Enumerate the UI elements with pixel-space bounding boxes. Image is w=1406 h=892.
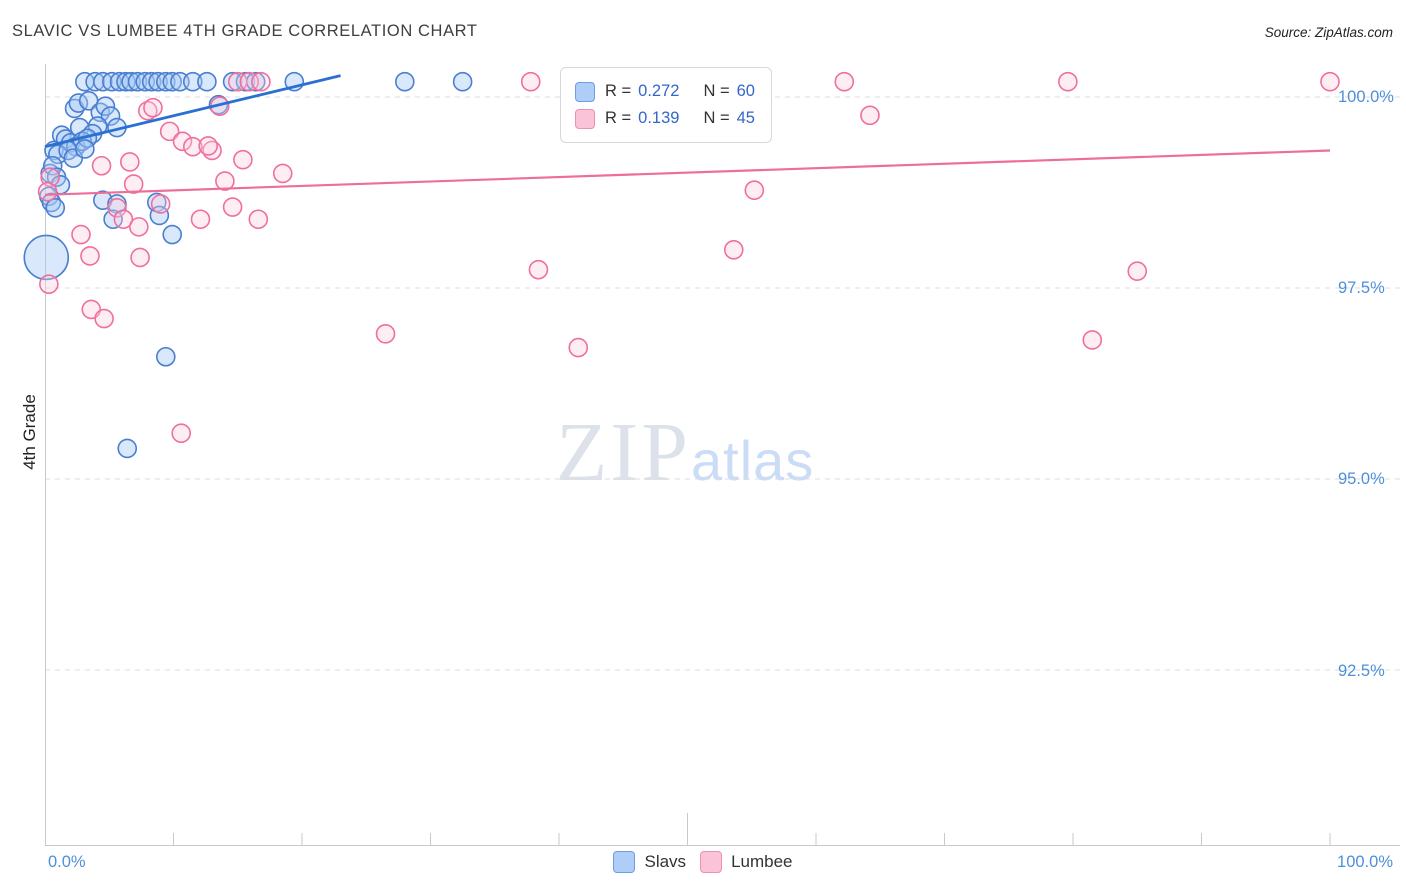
point-lumbee <box>198 136 218 156</box>
watermark-zip-text: ZIP <box>556 406 691 499</box>
lumbee-legend-label: Lumbee <box>731 852 793 871</box>
lumbee-legend-swatch <box>700 851 723 873</box>
watermark-atlas-text: atlas <box>691 429 815 492</box>
point-slavs <box>452 71 473 92</box>
point-lumbee <box>375 324 396 344</box>
point-slavs <box>85 71 105 92</box>
point-lumbee <box>107 197 127 218</box>
lumbee-stats-row: R = 0.139 N = 45 <box>575 105 755 132</box>
point-lumbee <box>80 246 100 266</box>
point-slavs <box>394 71 415 92</box>
point-slavs <box>102 71 122 92</box>
point-lumbee <box>123 174 144 194</box>
y-axis-label: 4th Grade <box>20 394 39 470</box>
point-lumbee <box>159 121 180 142</box>
point-slavs <box>162 71 183 92</box>
point-slavs <box>117 438 138 459</box>
point-slavs <box>162 224 183 245</box>
point-slavs <box>45 197 66 218</box>
slavs-swatch <box>575 81 595 102</box>
point-lumbee <box>1127 261 1148 281</box>
point-lumbee <box>172 131 193 152</box>
point-lumbee <box>37 181 58 202</box>
point-lumbee <box>150 194 171 214</box>
point-lumbee <box>520 71 541 92</box>
point-lumbee <box>1320 71 1340 92</box>
point-slavs <box>103 209 123 230</box>
point-lumbee <box>215 171 235 191</box>
point-lumbee <box>143 97 163 118</box>
point-lumbee <box>39 274 59 294</box>
point-lumbee <box>113 209 134 230</box>
point-slavs <box>155 346 176 367</box>
point-lumbee <box>91 155 112 176</box>
point-slavs <box>148 71 168 92</box>
y-tick-100: 100.0% <box>1338 88 1394 106</box>
point-lumbee <box>1058 71 1078 92</box>
point-lumbee <box>129 217 149 237</box>
point-slavs <box>48 144 68 165</box>
zipatlas-watermark: ZIP atlas <box>556 404 814 501</box>
point-slavs <box>121 71 141 92</box>
point-slavs <box>141 71 162 92</box>
point-slavs <box>127 71 148 92</box>
x-tick-max: 100.0% <box>1337 853 1393 871</box>
point-lumbee <box>568 337 589 358</box>
point-slavs <box>42 155 63 176</box>
point-lumbee <box>272 163 293 184</box>
series-legend: Slavs Lumbee <box>0 851 1406 873</box>
legend-item-slavs: Slavs <box>613 851 686 873</box>
slavs-stats-row: R = 0.272 N = 60 <box>575 78 755 105</box>
point-lumbee <box>182 136 203 157</box>
point-slavs <box>75 139 95 159</box>
lumbee-swatch <box>575 108 595 129</box>
point-lumbee <box>171 423 192 443</box>
point-lumbee <box>528 259 549 280</box>
slavs-stats-text: R = 0.272 N = 60 <box>605 82 755 100</box>
point-lumbee <box>251 71 271 92</box>
point-slavs <box>182 71 203 92</box>
scatter-plot-canvas <box>23 64 1400 846</box>
point-slavs <box>23 234 70 281</box>
point-lumbee <box>190 209 211 230</box>
point-slavs <box>95 96 116 116</box>
point-slavs <box>197 71 217 92</box>
y-tick-97-5: 97.5% <box>1338 279 1385 297</box>
point-lumbee <box>120 152 140 172</box>
point-lumbee <box>723 240 744 260</box>
y-tick-92-5: 92.5% <box>1338 662 1385 680</box>
point-lumbee <box>744 180 765 201</box>
source-attribution: Source: ZipAtlas.com <box>1264 25 1393 40</box>
slavs-legend-label: Slavs <box>644 852 687 871</box>
point-lumbee <box>130 247 150 268</box>
point-lumbee <box>94 308 114 329</box>
y-tick-95: 95.0% <box>1338 470 1385 488</box>
point-lumbee <box>222 197 243 217</box>
point-lumbee <box>834 71 855 92</box>
lumbee-stats-text: R = 0.139 N = 45 <box>605 109 755 127</box>
x-tick-min: 0.0% <box>48 853 86 871</box>
point-lumbee <box>860 105 880 126</box>
point-slavs <box>155 71 176 92</box>
trend-line-lumbee <box>44 149 1331 196</box>
page-title: SLAVIC VS LUMBEE 4TH GRADE CORRELATION C… <box>12 22 478 40</box>
correlation-stats-legend: R = 0.272 N = 60 R = 0.139 N = 45 <box>560 67 772 143</box>
point-lumbee <box>1082 330 1103 350</box>
point-lumbee <box>71 224 91 245</box>
point-lumbee <box>248 209 269 230</box>
legend-item-lumbee: Lumbee <box>700 851 793 873</box>
point-slavs <box>100 106 121 126</box>
point-lumbee <box>233 149 253 170</box>
trend-line-slavs <box>44 74 341 149</box>
slavs-legend-swatch <box>613 851 636 873</box>
point-lumbee <box>40 167 60 188</box>
